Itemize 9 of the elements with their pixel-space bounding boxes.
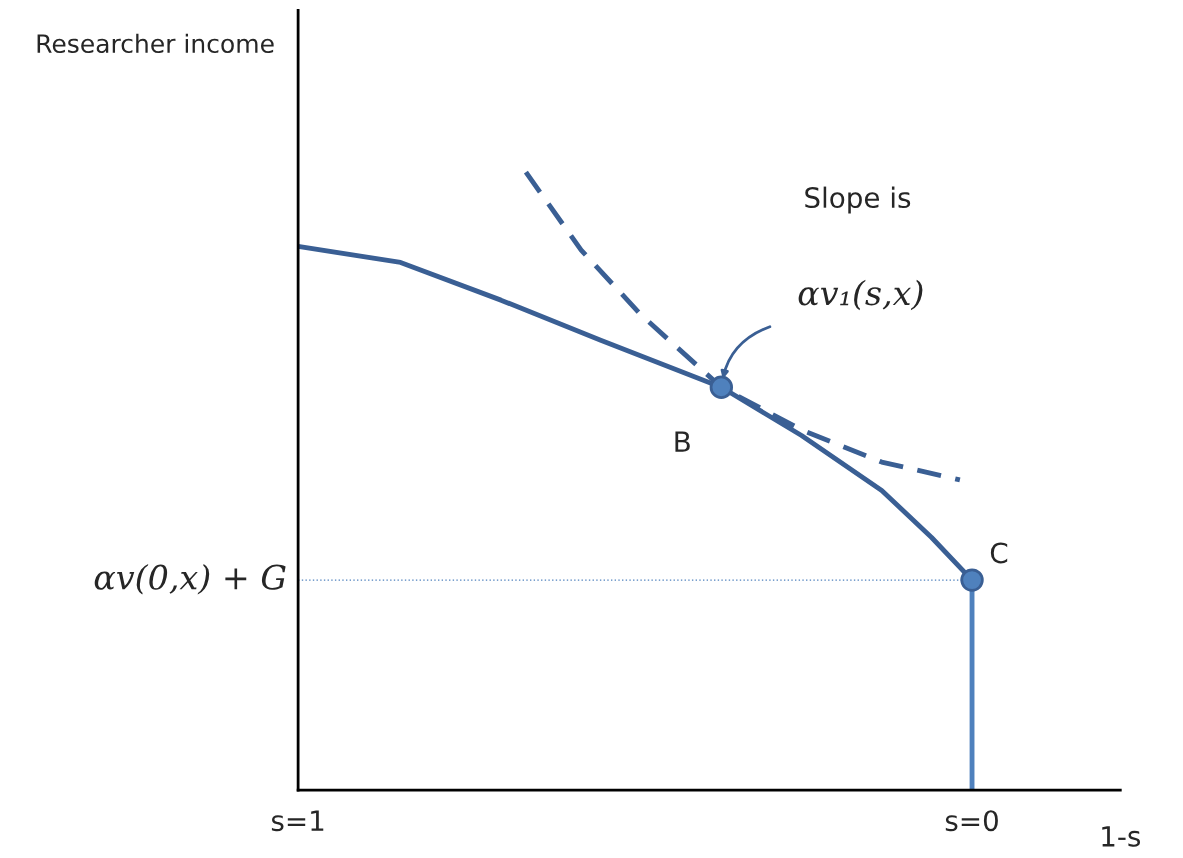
annotation: αv₁(s,x) [798, 279, 923, 311]
x-tick-label: s=0 [945, 810, 998, 832]
y-axis-title: Researcher income [37, 33, 274, 54]
ref-line-label: αv(0,x) + G [94, 563, 286, 595]
x-tick-label: s=1 [271, 810, 324, 832]
x-axis-title: 1-s [1102, 826, 1141, 847]
annotation: Slope is [805, 186, 911, 214]
annotation: B [675, 431, 690, 452]
annotation: C [990, 542, 1008, 564]
